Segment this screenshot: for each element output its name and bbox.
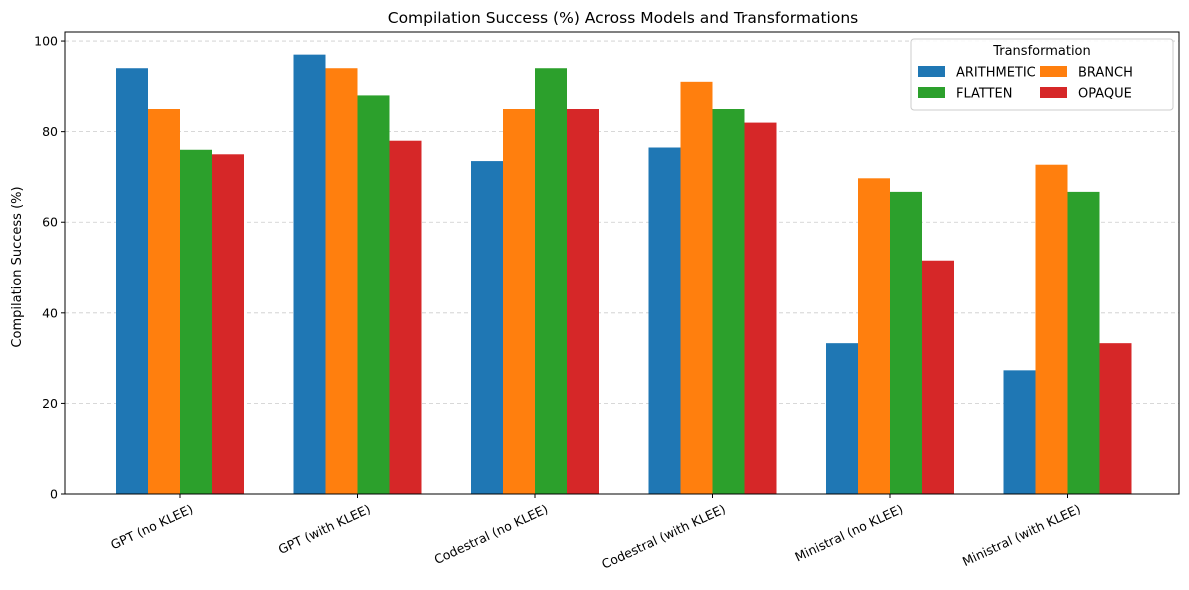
bar-opaque xyxy=(212,154,244,494)
x-tick-label: Codestral (with KLEE) xyxy=(599,501,728,572)
y-tick-label: 60 xyxy=(42,215,58,230)
legend-swatch-flatten xyxy=(918,87,945,98)
bar-opaque xyxy=(744,122,777,495)
bar-branch xyxy=(148,109,180,494)
x-tick-label: GPT (no KLEE) xyxy=(108,501,195,552)
bar-branch xyxy=(503,109,535,494)
bar-flatten xyxy=(357,95,390,494)
bar-arithmetic xyxy=(471,161,503,494)
legend-label-branch: BRANCH xyxy=(1078,66,1133,81)
y-tick-label: 0 xyxy=(50,487,58,502)
x-tick-label: Ministral (no KLEE) xyxy=(792,501,905,564)
x-tick-label: Codestral (no KLEE) xyxy=(432,501,551,567)
y-axis-label: Compilation Success (%) xyxy=(10,186,25,347)
y-tick-label: 100 xyxy=(34,34,58,49)
bar-flatten xyxy=(712,109,745,494)
bar-flatten xyxy=(890,191,922,494)
legend-label-arithmetic: ARITHMETIC xyxy=(956,66,1036,81)
bar-flatten xyxy=(535,68,567,494)
legend: Transformation ARITHMETIC BRANCH FLATTEN OPA… xyxy=(910,38,1174,111)
y-tick-label: 20 xyxy=(42,396,58,411)
bar-opaque xyxy=(922,260,954,494)
bar-arithmetic xyxy=(826,343,858,494)
legend-swatch-opaque xyxy=(1040,87,1067,98)
bar-arithmetic xyxy=(116,68,148,494)
bar-flatten xyxy=(180,149,212,494)
bar-branch xyxy=(858,178,890,495)
legend-swatch-arithmetic xyxy=(918,66,945,77)
bar-branch xyxy=(325,68,358,494)
bar-opaque xyxy=(389,140,422,495)
x-tick-label: GPT (with KLEE) xyxy=(276,501,373,557)
bar-branch xyxy=(1035,164,1068,494)
legend-label-flatten: FLATTEN xyxy=(956,87,1013,102)
y-tick-label: 40 xyxy=(42,305,58,320)
x-axis: GPT (no KLEE) GPT (with KLEE) Codestral (n… xyxy=(108,494,1083,572)
bars xyxy=(116,54,1132,495)
bar-arithmetic xyxy=(648,147,681,494)
bar-flatten xyxy=(1067,191,1100,494)
bar-branch xyxy=(680,81,713,494)
bar-arithmetic xyxy=(293,54,326,494)
chart-title: Compilation Success (%) Across Models an… xyxy=(388,9,858,27)
legend-label-opaque: OPAQUE xyxy=(1078,87,1132,102)
y-tick-label: 80 xyxy=(42,124,58,139)
grid-lines xyxy=(65,40,1179,404)
bar-opaque xyxy=(1099,343,1132,494)
legend-title: Transformation xyxy=(992,44,1091,59)
legend-swatch-branch xyxy=(1040,66,1067,77)
plot-frame xyxy=(64,31,1180,495)
bar-opaque xyxy=(567,109,599,494)
bar-arithmetic xyxy=(1003,370,1036,494)
y-axis: 0 20 40 60 80 100 xyxy=(34,34,65,502)
x-tick-label: Ministral (with KLEE) xyxy=(960,501,1083,569)
